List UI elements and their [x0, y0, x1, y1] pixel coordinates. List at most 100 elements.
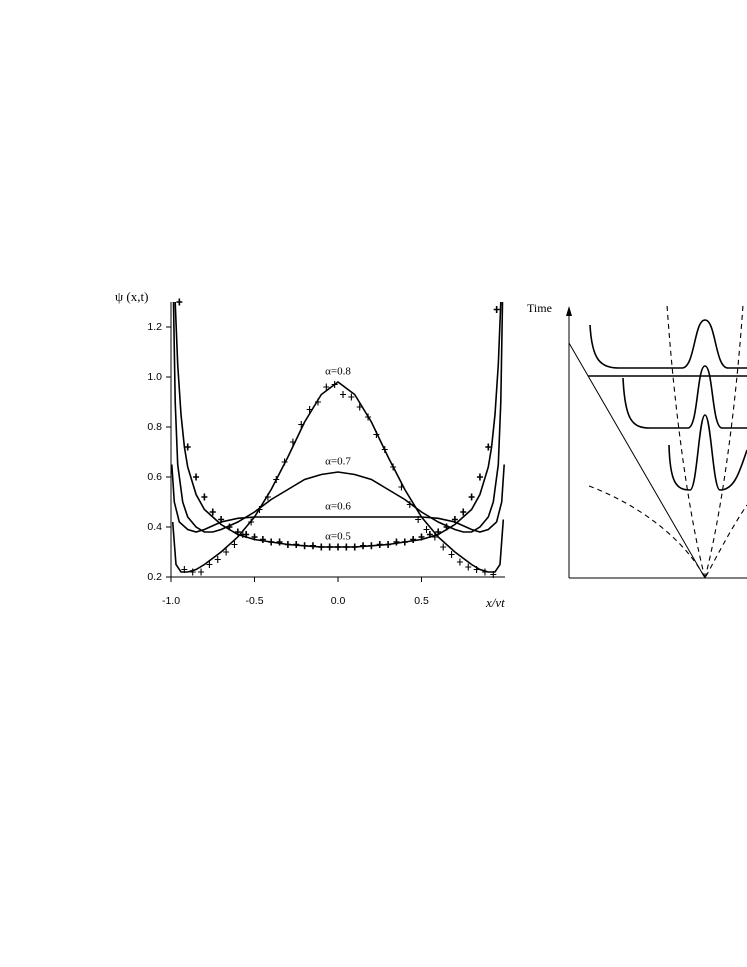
data-point [435, 528, 442, 536]
data-point [340, 391, 347, 398]
data-point [314, 398, 321, 406]
data-point [468, 493, 475, 501]
data-point [426, 531, 433, 538]
data-point [293, 541, 300, 548]
y-tick-label: 1.0 [147, 371, 162, 383]
data-point [176, 298, 183, 306]
data-point [476, 473, 483, 481]
curve-label: α=0.5 [325, 531, 351, 543]
schematic: Time [527, 301, 747, 580]
data-point [281, 458, 288, 466]
data-point [356, 403, 363, 411]
data-point [214, 556, 221, 563]
dashed-boundary [704, 304, 744, 579]
data-point [309, 542, 316, 550]
data-point [348, 393, 355, 401]
data-point [393, 538, 400, 546]
data-point [360, 542, 367, 550]
data-point [351, 543, 358, 551]
data-point [451, 516, 458, 523]
data-point [264, 493, 271, 501]
data-point [390, 463, 397, 471]
data-point [398, 483, 405, 491]
data-point [485, 443, 492, 451]
data-point [301, 542, 308, 550]
data-point [193, 473, 200, 481]
data-point [473, 566, 480, 573]
data-point [243, 531, 250, 538]
dashed-boundary [666, 304, 706, 579]
curve [171, 464, 505, 533]
data-point [206, 561, 213, 568]
data-point [306, 406, 313, 413]
data-point [490, 571, 497, 578]
wave-packet [668, 414, 747, 491]
x-tick-label: -1.0 [162, 595, 180, 607]
data-point [231, 541, 238, 548]
y-tick-label: 0.4 [147, 521, 162, 533]
data-point [410, 536, 417, 543]
curve-label: α=0.8 [325, 366, 351, 378]
data-point [181, 566, 188, 573]
data-point [443, 523, 450, 531]
x-tick-label: 0.5 [414, 595, 429, 607]
data-point [284, 541, 291, 548]
data-point [376, 541, 383, 548]
data-point [323, 383, 330, 391]
data-point [456, 558, 463, 566]
y-tick-label: 0.2 [147, 571, 162, 583]
data-point [318, 543, 325, 551]
data-point [365, 413, 372, 421]
data-point [226, 523, 233, 531]
data-point [184, 443, 191, 451]
data-point [423, 526, 430, 533]
data-point [251, 533, 258, 541]
data-point [273, 476, 280, 483]
x-axis-label: x/vt [485, 595, 505, 610]
y-tick-label: 0.6 [147, 471, 162, 483]
dashed-boundary [588, 485, 747, 580]
x-tick-label: 0.0 [331, 595, 346, 607]
light-cone [568, 342, 706, 579]
data-point [448, 551, 455, 558]
data-point [368, 542, 375, 550]
data-point [493, 306, 500, 313]
data-point [415, 516, 422, 523]
data-point [418, 533, 425, 541]
wave-packet [622, 365, 747, 429]
data-point [331, 381, 338, 388]
data-point [335, 543, 341, 551]
data-point [256, 506, 263, 513]
data-point [234, 528, 241, 536]
data-point [268, 538, 275, 546]
data-point [431, 533, 438, 541]
data-point [223, 548, 230, 556]
data-point [326, 543, 333, 551]
data-point [198, 568, 205, 576]
data-point [385, 541, 392, 548]
data-point [465, 563, 472, 571]
data-point [209, 508, 216, 516]
data-point [406, 501, 413, 508]
data-point [201, 493, 208, 501]
data-point [276, 538, 283, 546]
time-label: Time [527, 301, 552, 315]
data-point [460, 508, 467, 516]
arrow-head [566, 306, 572, 316]
data-point [289, 438, 296, 446]
curve [172, 301, 504, 533]
y-tick-label: 1.2 [147, 321, 162, 333]
data-point [189, 568, 196, 576]
data-point [381, 446, 388, 453]
curve-label: α=0.7 [325, 456, 351, 468]
data-point [248, 518, 255, 526]
curve-label: α=0.6 [325, 501, 351, 513]
data-point [218, 516, 225, 523]
x-tick-label: -0.5 [245, 595, 263, 607]
data-point [440, 543, 447, 551]
data-point [373, 431, 380, 438]
y-axis-label: ψ (x,t) [115, 289, 148, 304]
wave-packet [589, 319, 747, 369]
